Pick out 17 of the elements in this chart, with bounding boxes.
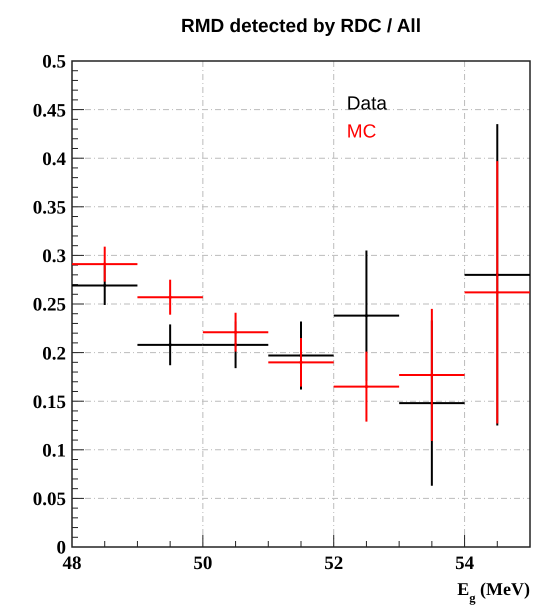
chart-title: RMD detected by RDC / All [181,16,421,37]
text: MC [346,122,376,143]
x-axis-title: E$_{g}$ (MeV) [457,579,530,605]
y-tick-label: 0.4 [42,148,66,170]
y-tick-label: 0.35 [32,197,66,218]
y-tick-label: 0.05 [32,489,66,510]
y-tick-label: 0.15 [32,392,66,413]
y-tick-label: 0.25 [32,294,66,316]
text: Data [346,94,388,115]
x-tick-label: 54 [455,553,475,574]
x-tick-label: 50 [193,553,212,574]
x-tick-label: 52 [324,553,344,574]
y-tick-label: 0.45 [32,100,66,122]
y-tick-label: 0.5 [42,52,66,73]
y-tick-label: 0.3 [42,246,66,268]
y-tick-label: 0.2 [42,343,66,364]
y-tick-label: 0.1 [42,440,66,462]
